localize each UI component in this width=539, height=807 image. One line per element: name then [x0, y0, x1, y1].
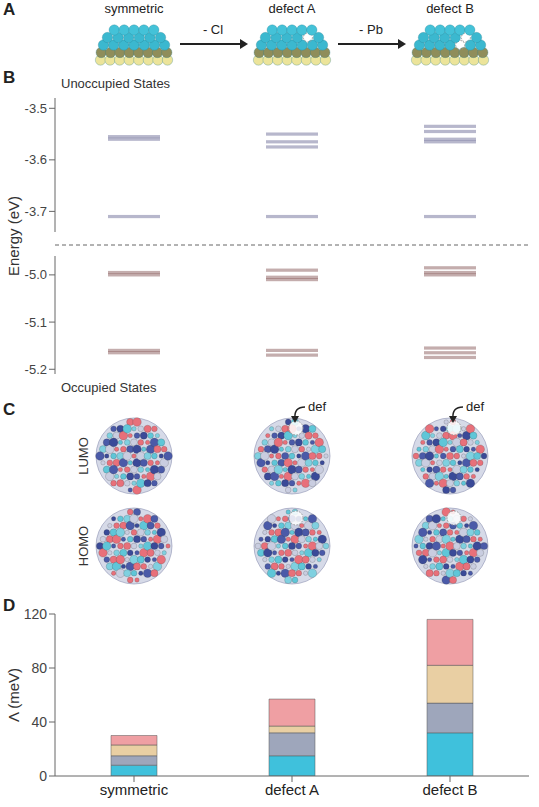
- svg-text:-5.1: -5.1: [25, 315, 47, 330]
- svg-text:80: 80: [31, 660, 47, 676]
- html-text:Energy (eV): Energy (eV): [5, 196, 22, 276]
- html-text:Λ (meV): Λ (meV): [5, 667, 22, 723]
- svg-text:defect A: defect A: [269, 1, 316, 16]
- html-text:HOMO: HOMO: [76, 525, 91, 567]
- svg-text:def: def: [466, 400, 484, 414]
- svg-text:0: 0: [39, 768, 47, 784]
- html-text:B: B: [3, 68, 16, 87]
- svg-text:defect A: defect A: [265, 781, 319, 798]
- svg-text:defect B: defect B: [422, 781, 477, 798]
- svg-text:-3.7: -3.7: [25, 204, 47, 219]
- html-text:Unoccupied States: Unoccupied States: [61, 76, 171, 91]
- svg-text:-3.6: -3.6: [25, 152, 47, 167]
- svg-text:- Cl: - Cl: [203, 22, 223, 37]
- svg-text:-5.2: -5.2: [25, 362, 47, 377]
- svg-text:- Pb: - Pb: [359, 22, 383, 37]
- html-text:A: A: [3, 0, 16, 19]
- svg-text:symmetric: symmetric: [100, 781, 169, 798]
- svg-text:120: 120: [24, 606, 48, 622]
- html-text:D: D: [3, 596, 16, 615]
- html-text:LUMO: LUMO: [76, 437, 91, 475]
- html-text:C: C: [3, 400, 16, 419]
- svg-text:symmetric: symmetric: [104, 1, 164, 16]
- svg-text:def: def: [308, 400, 326, 414]
- svg-text:-3.5: -3.5: [25, 101, 47, 116]
- svg-text:40: 40: [31, 714, 47, 730]
- svg-text:-5.0: -5.0: [25, 267, 47, 282]
- html-text:Occupied States: Occupied States: [61, 380, 157, 395]
- svg-text:defect B: defect B: [426, 1, 474, 16]
